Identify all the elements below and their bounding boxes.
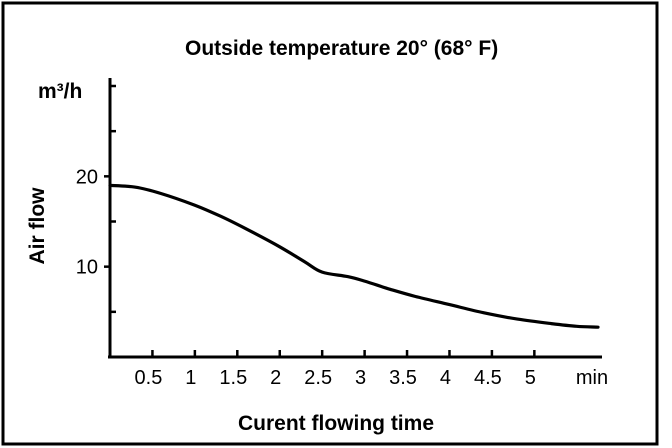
y-axis-unit: m³/h (38, 80, 82, 103)
y-tick-label: 10 (76, 257, 98, 279)
y-axis-label: Air flow (26, 187, 49, 265)
y-tick-label: 20 (76, 166, 98, 188)
x-axis-label: Curent flowing time (238, 412, 434, 435)
x-axis-unit: min (576, 367, 608, 389)
x-tick-label: 1 (185, 367, 196, 389)
series-layer (108, 183, 600, 329)
chart-title: Outside temperature 20° (68° F) (185, 37, 498, 60)
x-axis-ticks: 0.5 1 1.5 2 2.5 3 3.5 4 4.5 5 (135, 350, 536, 389)
x-tick-label: 1.5 (219, 367, 247, 389)
x-tick-label: 2 (270, 367, 281, 389)
x-tick-label: 5 (525, 367, 536, 389)
x-tick-label: 0.5 (135, 367, 163, 389)
series-line-0 (108, 183, 600, 329)
x-tick-label: 2.5 (304, 367, 332, 389)
x-tick-label: 3.5 (389, 367, 417, 389)
y-axis-ticks: 10 20 (76, 84, 116, 314)
x-tick-label: 3 (355, 367, 366, 389)
x-tick-label: 4 (440, 367, 451, 389)
x-tick-label: 4.5 (474, 367, 502, 389)
figure-border (1, 1, 659, 446)
